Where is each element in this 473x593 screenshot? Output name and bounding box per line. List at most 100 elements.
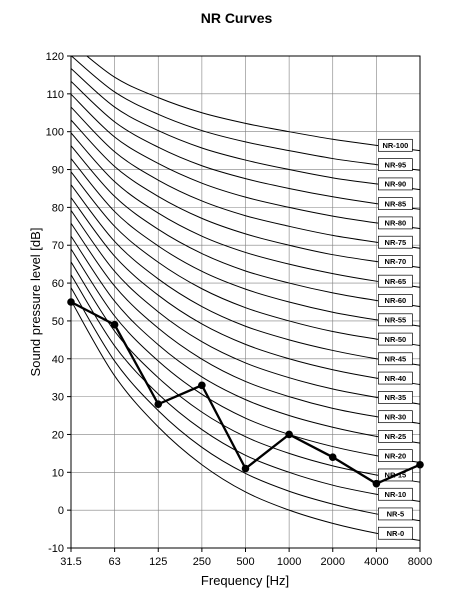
- nr-curve-nr-100: [86, 56, 420, 152]
- nr-curve-nr-80: [71, 93, 420, 230]
- x-tick-label: 2000: [321, 556, 345, 568]
- x-tick-label: 31.5: [60, 556, 81, 568]
- nr-label-text: NR-5: [387, 510, 405, 519]
- nr-label-text: NR-50: [385, 335, 407, 344]
- nr-curve-nr-85: [71, 80, 420, 210]
- nr-label-box: [378, 391, 413, 404]
- measured-series-group: [67, 298, 424, 488]
- nr-label-nr-35: NR-35: [378, 391, 413, 404]
- nr-label-text: NR-30: [385, 412, 407, 421]
- nr-label-box: [378, 235, 413, 249]
- nr-curve-nr-65: [71, 132, 420, 288]
- y-tick-label: 10: [52, 467, 64, 479]
- nr-label-nr-45: NR-45: [378, 352, 413, 366]
- nr-label-text: NR-55: [385, 315, 407, 324]
- nr-label-text: NR-70: [385, 257, 407, 266]
- nr-label-nr-70: NR-70: [378, 255, 413, 268]
- nr-labels-group: NR-0NR-5NR-10NR-15NR-20NR-25NR-30NR-35NR…: [378, 138, 413, 540]
- nr-label-text: NR-85: [385, 199, 407, 208]
- nr-curve-nr-45: [71, 184, 420, 366]
- nr-curve-nr-10: [71, 274, 420, 502]
- nr-label-text: NR-95: [385, 160, 407, 169]
- y-tick-label: 100: [46, 127, 64, 139]
- nr-label-text: NR-25: [385, 432, 407, 441]
- nr-label-box: [378, 449, 413, 463]
- nr-label-nr-25: NR-25: [378, 430, 413, 443]
- y-axis-title: Sound pressure level [dB]: [28, 228, 43, 377]
- nr-label-box: [378, 371, 413, 385]
- nr-label-text: NR-100: [382, 141, 408, 150]
- measured-point: [110, 320, 119, 329]
- nr-label-text: NR-90: [385, 180, 407, 189]
- measured-point: [241, 464, 250, 473]
- nr-label-text: NR-20: [385, 451, 407, 460]
- nr-label-text: NR-75: [385, 238, 407, 247]
- nr-curve-nr-40: [71, 197, 420, 385]
- x-tick-label: 63: [109, 556, 121, 568]
- measured-point: [198, 381, 206, 390]
- nr-label-nr-65: NR-65: [378, 274, 413, 288]
- nr-label-box: [378, 255, 413, 268]
- nr-label-nr-75: NR-75: [378, 235, 413, 249]
- y-tick-label: 40: [52, 354, 64, 366]
- x-tick-label: 500: [236, 556, 254, 568]
- nr-curve-nr-30: [71, 222, 420, 424]
- nr-curve-nr-0: [71, 300, 420, 541]
- x-tick-label: 8000: [408, 556, 432, 568]
- nr-curve-nr-75: [71, 106, 420, 249]
- nr-label-box: [378, 197, 413, 210]
- y-tick-label: 120: [46, 51, 64, 63]
- x-axis-ticks: 31.5 63 125 250 500 1000 2000 4000 8000: [60, 548, 432, 568]
- nr-label-box: [378, 138, 413, 152]
- nr-label-box: [378, 487, 413, 501]
- nr-curve-nr-15: [71, 261, 420, 483]
- nr-curve-nr-35: [71, 210, 420, 405]
- nr-label-text: NR-45: [385, 354, 407, 363]
- nr-label-nr-85: NR-85: [378, 197, 413, 210]
- nr-label-box: [378, 526, 413, 540]
- measured-point: [328, 453, 337, 461]
- nr-label-nr-0: NR-0: [378, 526, 413, 540]
- nr-curve-nr-60: [71, 145, 420, 308]
- nr-label-text: NR-35: [385, 393, 407, 402]
- y-tick-label: 30: [52, 392, 64, 404]
- nr-label-text: NR-10: [385, 490, 407, 499]
- nr-curve-nr-25: [71, 235, 420, 444]
- y-tick-label: -10: [48, 543, 64, 555]
- nr-label-text: NR-80: [385, 219, 407, 228]
- nr-label-nr-60: NR-60: [378, 294, 413, 307]
- y-tick-label: 90: [52, 165, 64, 177]
- nr-label-nr-95: NR-95: [378, 158, 413, 171]
- nr-label-box: [378, 216, 413, 230]
- nr-curve-nr-50: [71, 171, 420, 347]
- y-tick-label: 80: [52, 202, 64, 214]
- nr-label-text: NR-40: [385, 374, 407, 383]
- y-tick-label: 50: [52, 316, 64, 328]
- nr-label-box: [378, 430, 413, 443]
- nr-curve-nr-95: [71, 56, 420, 171]
- nr-label-nr-55: NR-55: [378, 313, 413, 327]
- nr-label-box: [378, 313, 413, 327]
- measured-point: [285, 430, 293, 439]
- nr-label-text: NR-60: [385, 296, 407, 305]
- nr-curve-nr-90: [71, 68, 420, 191]
- nr-curve-nr-5: [71, 287, 420, 522]
- y-tick-label: 60: [52, 278, 64, 290]
- nr-label-nr-5: NR-5: [378, 507, 413, 521]
- nr-label-text: NR-0: [387, 529, 405, 538]
- x-tick-label: 4000: [364, 556, 388, 568]
- nr-label-box: [378, 410, 413, 424]
- nr-label-box: [378, 177, 413, 191]
- y-tick-label: 110: [46, 89, 64, 101]
- nr-label-nr-100: NR-100: [378, 138, 413, 152]
- x-tick-label: 1000: [277, 556, 301, 568]
- nr-curve-nr-70: [71, 119, 420, 269]
- x-tick-label: 250: [193, 556, 211, 568]
- nr-curve-nr-55: [71, 158, 420, 327]
- x-tick-label: 125: [149, 556, 167, 568]
- nr-label-nr-20: NR-20: [378, 449, 413, 463]
- nr-label-box: [378, 294, 413, 307]
- nr-label-box: [378, 158, 413, 171]
- nr-label-box: [378, 274, 413, 288]
- nr-curves-group: [71, 56, 420, 541]
